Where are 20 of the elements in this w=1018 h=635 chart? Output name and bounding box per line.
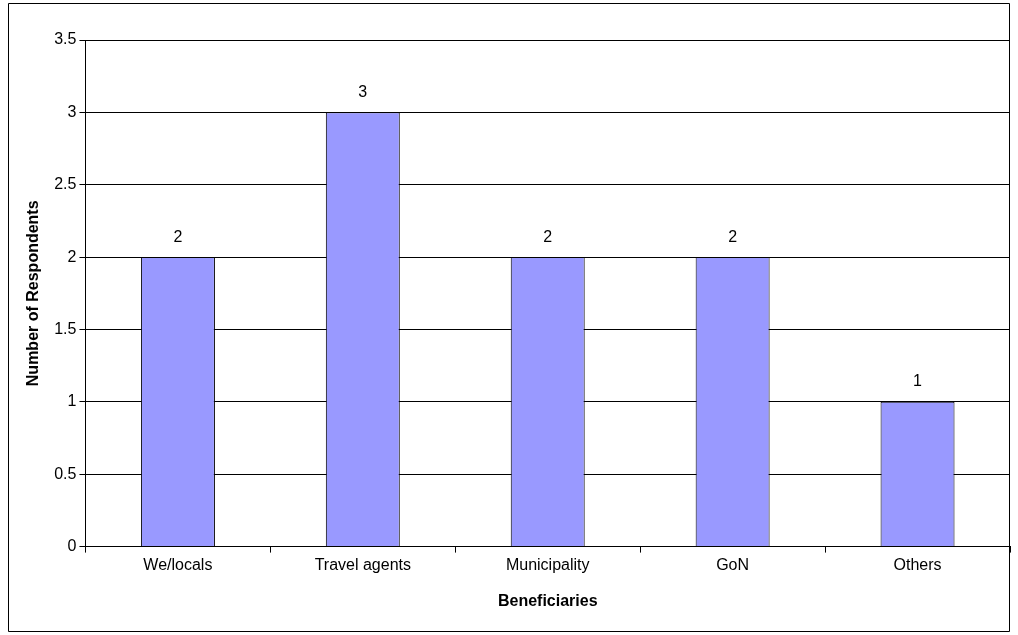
x-tick-label: Municipality [505, 555, 590, 573]
data-label: 3 [358, 82, 368, 100]
y-tick-label: 2 [67, 247, 77, 265]
y-tick-label: 2.5 [54, 175, 77, 193]
x-tick-label: We/locals [143, 555, 213, 573]
x-tick-label: GoN [716, 555, 750, 573]
y-tick-label: 3.5 [54, 30, 77, 48]
x-tick-label: Travel agents [314, 555, 411, 573]
data-label: 2 [173, 227, 183, 245]
y-tick-label: 1 [67, 392, 77, 410]
y-axis-title: Number of Respondents [24, 200, 42, 387]
y-tick-label: 1.5 [54, 319, 77, 337]
y-tick-label: 0 [67, 537, 77, 555]
y-tick-label: 3 [67, 102, 77, 120]
x-tick-label: Others [893, 555, 942, 573]
y-tick-label: 0.5 [54, 464, 77, 482]
data-label: 2 [728, 227, 738, 245]
x-axis-title: Beneficiaries [497, 591, 598, 609]
data-label: 2 [543, 227, 553, 245]
data-label: 1 [913, 372, 923, 390]
